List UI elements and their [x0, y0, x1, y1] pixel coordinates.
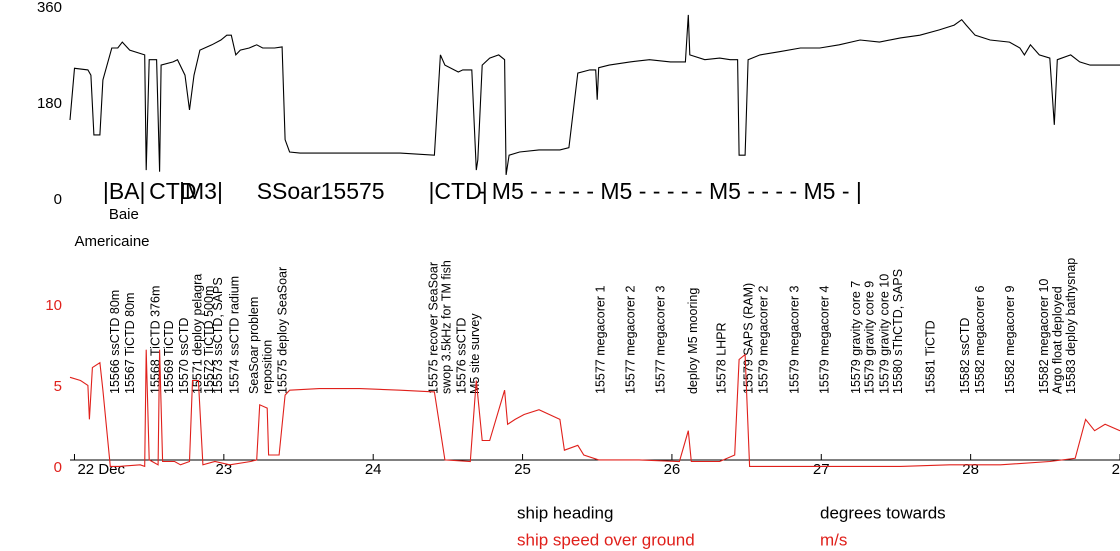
event-annotation: SeaSoar problem	[247, 297, 261, 394]
event-annotation: 15576 ssCTD	[455, 318, 469, 394]
event-annotation: 15571 deploy pelagra	[190, 274, 204, 394]
station-label: |BA|	[103, 178, 146, 204]
event-annotation: 15577 megacorer 3	[653, 286, 667, 394]
station-label: |M3|	[179, 178, 223, 204]
x-tick-label: 24	[365, 461, 382, 478]
event-annotation: 15579 megacorer 2	[756, 286, 770, 394]
y-tick-label: 180	[37, 95, 62, 112]
x-tick-label: 23	[215, 461, 232, 478]
event-annotation: 15579 SAPS (RAM)	[741, 283, 755, 394]
event-annotation: 15575 recover SeaSoar	[426, 262, 440, 394]
event-annotation: 15582 megacorer 10	[1037, 279, 1051, 394]
y2-tick-label: 0	[54, 459, 62, 476]
event-annotation: 15582 megacorer 9	[1003, 286, 1017, 394]
event-annotation: 15575 deploy SeaSoar	[275, 267, 289, 394]
event-annotation: 15573 ssCTD, SAPS	[211, 277, 225, 394]
legend-unit: degrees towards	[820, 503, 946, 522]
event-annotation: deploy M5 mooring	[686, 288, 700, 394]
event-annotation: 15579 megacorer 3	[788, 286, 802, 394]
x-tick-label: 27	[813, 461, 830, 478]
event-annotation: 15582 megacorer 6	[973, 286, 987, 394]
series-line	[69, 349, 1120, 468]
event-annotation: swop 3.5kHz for TM fish	[440, 260, 454, 394]
station-label: SSoar15575	[257, 178, 385, 204]
y2-tick-label: 5	[54, 378, 62, 395]
y2-tick-label: 10	[45, 297, 62, 314]
event-annotation: 15570 ssCTD	[177, 318, 191, 394]
event-annotation: 15579 gravity core 7	[849, 281, 863, 394]
event-annotation: 15582 ssCTD	[958, 318, 972, 394]
event-annotation: Argo float deployed	[1051, 286, 1065, 394]
series-line	[69, 14, 1120, 175]
legend-name: ship heading	[517, 503, 613, 522]
event-annotation: 15577 megacorer 1	[594, 286, 608, 394]
x-tick-label: 29	[1112, 461, 1120, 478]
y-tick-label: 360	[37, 0, 62, 16]
event-annotation: 15579 gravity core 9	[862, 281, 876, 394]
event-annotation: 15579 gravity core 10	[877, 274, 891, 394]
legend-unit: m/s	[820, 530, 847, 549]
event-annotation: 15574 ssCTD radium	[228, 276, 242, 394]
station-label: |CTD|	[428, 178, 487, 204]
event-annotation: 15577 megacorer 2	[623, 286, 637, 394]
x-tick-label: 22 Dec	[77, 461, 125, 478]
legend-name: ship speed over ground	[517, 530, 695, 549]
station-note: Americaine	[74, 233, 149, 250]
event-annotation: 15583 deploy bathysnap	[1064, 258, 1078, 394]
event-annotation: 15578 LHPR	[715, 322, 729, 394]
station-label: CTD	[149, 178, 196, 204]
station-label: - M5 - - - - - M5 - - - - - M5 - - - - M…	[478, 178, 862, 204]
event-annotation: reposition	[260, 340, 274, 394]
event-annotation: 15580 sThCTD, SAPS	[891, 269, 905, 394]
event-annotation: 15569 TiCTD	[162, 320, 176, 394]
x-tick-label: 26	[664, 461, 681, 478]
event-annotation: 15566 ssCTD 80m	[108, 290, 122, 394]
x-tick-label: 28	[962, 461, 979, 478]
station-note: Baie	[109, 206, 139, 223]
event-annotation: M5 site survey	[468, 313, 482, 394]
x-tick-label: 25	[514, 461, 531, 478]
event-annotation: 15572 TiCTD 500m	[202, 286, 216, 394]
event-annotation: 15579 megacorer 4	[818, 286, 832, 394]
y-tick-label: 0	[54, 191, 62, 208]
event-annotation: 15581 TiCTD	[924, 320, 938, 394]
event-annotation: 15567 TiCTD 80m	[123, 293, 137, 394]
